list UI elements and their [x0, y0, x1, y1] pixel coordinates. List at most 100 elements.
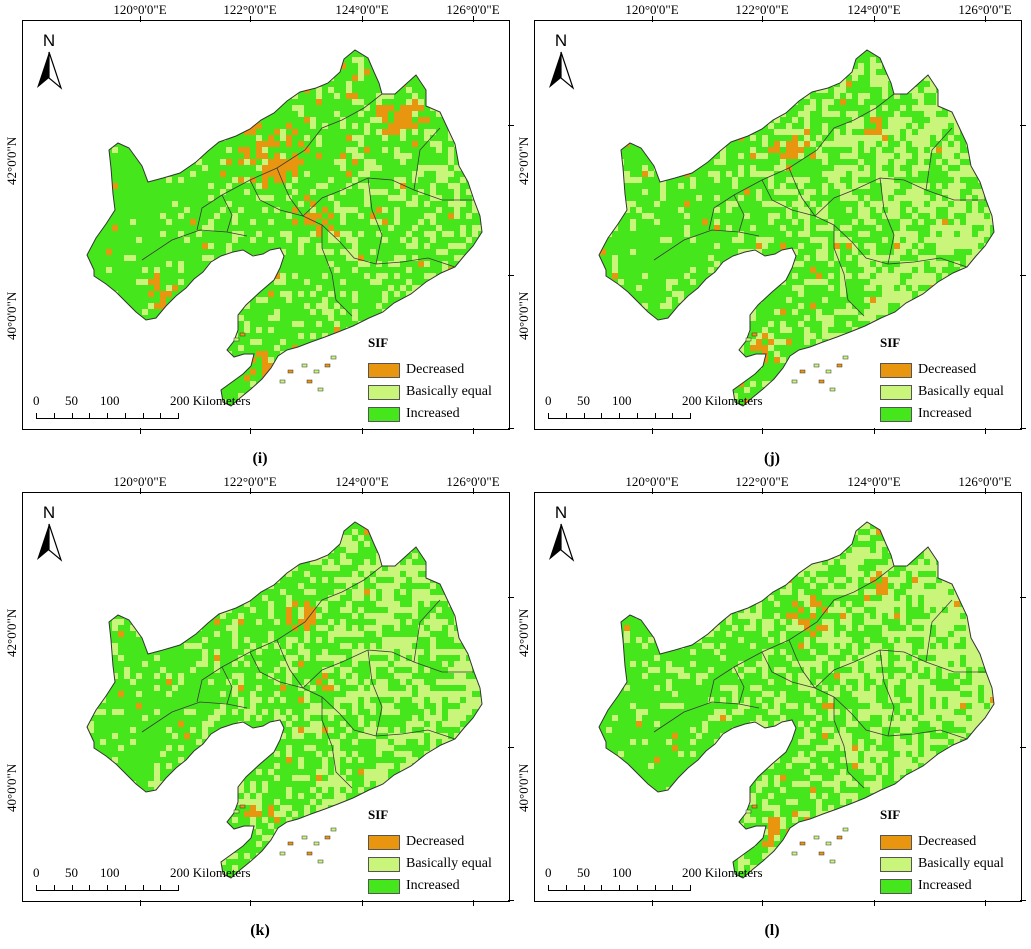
latitude-tick — [1020, 428, 1026, 429]
island — [287, 841, 294, 846]
latitude-tick — [1020, 900, 1026, 901]
scale-tick — [71, 885, 73, 891]
legend-label: Basically equal — [918, 384, 1004, 399]
scale-tick — [654, 885, 656, 891]
island — [233, 809, 240, 814]
province-map — [598, 49, 995, 407]
longitude-tick — [762, 428, 763, 434]
longitude-tick — [140, 428, 141, 434]
panel-caption: (i) — [252, 450, 268, 467]
longitude-tick — [985, 428, 986, 434]
scale-label: 200 Kilometers — [170, 393, 251, 408]
map-panel: 120°0'0"E 122°0'0"E 124°0'0"E 126°0'0"E … — [512, 472, 1031, 942]
longitude-tick — [874, 900, 875, 906]
latitude-tick — [508, 428, 514, 429]
scale-label: 0 — [33, 393, 40, 408]
scale-label: 200 Kilometers — [170, 865, 251, 880]
legend-label: Decreased — [406, 834, 465, 849]
longitude-tick — [874, 16, 875, 22]
longitude-tick — [473, 16, 474, 22]
latitude-label: 40°0'0"N — [516, 291, 531, 340]
longitude-tick — [985, 900, 986, 906]
latitude-label: 42°0'0"N — [516, 608, 531, 657]
longitude-label: 126°0'0"E — [446, 2, 500, 17]
scale-label: 100 — [100, 393, 120, 408]
map-panel: 120°0'0"E 122°0'0"E 124°0'0"E 126°0'0"E … — [512, 0, 1031, 470]
scale-tick — [690, 885, 691, 891]
latitude-tick — [508, 900, 514, 901]
longitude-label: 124°0'0"E — [847, 474, 901, 489]
island — [301, 835, 308, 840]
scale-tick — [583, 885, 585, 891]
scale-label: 50 — [577, 865, 590, 880]
scale-tick — [672, 885, 674, 891]
island — [813, 835, 820, 840]
longitude-tick — [250, 900, 251, 906]
longitude-tick — [652, 900, 653, 906]
north-label: N — [42, 503, 56, 522]
legend-item: Increased — [880, 875, 1004, 897]
north-arrow-shape-icon — [549, 523, 575, 562]
legend-item: Basically equal — [880, 853, 1004, 875]
scale-tick — [160, 885, 162, 891]
legend-swatch — [368, 878, 400, 894]
scale-tick — [619, 413, 620, 419]
longitude-tick — [473, 900, 474, 906]
longitude-tick — [473, 428, 474, 434]
latitude-tick — [508, 747, 514, 748]
scale-tick — [124, 885, 126, 891]
scale-tick — [142, 413, 144, 419]
legend: SIF Decreased Basically equal Increased — [880, 807, 1004, 897]
longitude-label: 120°0'0"E — [113, 474, 167, 489]
legend-swatch — [368, 384, 400, 400]
north-arrow-icon: N — [34, 504, 64, 567]
scale-label: 0 — [545, 865, 552, 880]
scale-tick — [619, 885, 620, 891]
scale-tick — [565, 885, 567, 891]
city-boundaries — [653, 565, 986, 789]
north-arrow-shape-icon — [37, 523, 63, 562]
island — [829, 387, 836, 392]
scale-label: 200 Kilometers — [682, 865, 763, 880]
legend-label: Increased — [918, 406, 972, 421]
latitude-label: 40°0'0"N — [4, 291, 19, 340]
legend-label: Increased — [918, 878, 972, 893]
longitude-tick — [250, 488, 251, 494]
island — [745, 337, 752, 342]
legend-item: Decreased — [368, 831, 492, 853]
longitude-tick — [652, 428, 653, 434]
island — [317, 859, 324, 864]
island — [751, 804, 758, 809]
legend-item: Decreased — [880, 831, 1004, 853]
longitude-tick — [140, 16, 141, 22]
longitude-tick — [874, 488, 875, 494]
legend-title: SIF — [880, 807, 901, 822]
longitude-tick — [985, 16, 986, 22]
island — [239, 332, 246, 337]
longitude-label: 124°0'0"E — [335, 474, 389, 489]
legend-item: Increased — [880, 403, 1004, 425]
legend-label: Basically equal — [406, 856, 492, 871]
scale-tick — [124, 413, 126, 419]
longitude-label: 122°0'0"E — [735, 474, 789, 489]
legend-label: Decreased — [918, 834, 977, 849]
island — [330, 355, 337, 360]
island — [324, 835, 331, 840]
longitude-tick — [652, 488, 653, 494]
scale-label: 50 — [65, 393, 78, 408]
legend: SIF Decreased Basically equal Increased — [368, 807, 492, 897]
longitude-tick — [985, 488, 986, 494]
scale-label: 0 — [545, 393, 552, 408]
island — [836, 363, 843, 368]
legend-title: SIF — [880, 335, 901, 350]
province-outline — [86, 49, 483, 407]
scale-label: 100 — [612, 865, 632, 880]
legend-swatch — [368, 406, 400, 422]
legend-item: Decreased — [880, 359, 1004, 381]
longitude-label: 126°0'0"E — [958, 2, 1012, 17]
city-boundaries — [141, 565, 474, 789]
island — [324, 363, 331, 368]
scale-tick — [601, 885, 603, 891]
legend-item: Decreased — [368, 359, 492, 381]
panel-caption: (j) — [764, 450, 780, 467]
